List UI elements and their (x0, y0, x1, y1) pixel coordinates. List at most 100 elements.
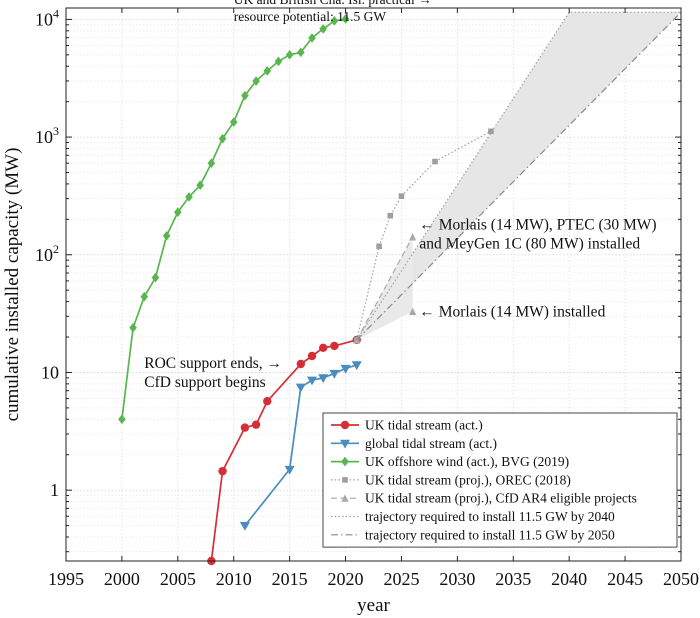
legend-label: UK tidal stream (act.) (365, 418, 483, 433)
data-point (240, 423, 250, 432)
data-point (318, 374, 329, 384)
data-point (239, 521, 250, 531)
data-point (351, 361, 362, 371)
legend-item: trajectory required to install 11.5 GW b… (331, 527, 615, 542)
data-point (307, 351, 317, 361)
x-tick-label: 1995 (48, 569, 84, 589)
y-tick-label: 1 (50, 480, 59, 500)
data-point (218, 133, 227, 144)
data-point (329, 369, 340, 379)
y-tick-label: 10 (41, 362, 59, 382)
legend-item: UK tidal stream (act.) (331, 418, 483, 433)
data-point (284, 465, 295, 475)
data-point (196, 180, 204, 191)
legend-marker (340, 439, 350, 449)
legend-box (322, 412, 678, 548)
data-point (387, 212, 394, 219)
data-point (263, 396, 272, 406)
annotation: UK and British Cha. Isl. practical →reso… (234, 0, 432, 24)
legend-item: trajectory required to install 11.5 GW b… (331, 509, 615, 524)
data-point (185, 192, 193, 202)
annotations: UK and British Cha. Isl. practical →reso… (144, 0, 656, 391)
data-point (340, 364, 351, 374)
data-point (129, 322, 137, 333)
data-point (376, 243, 382, 250)
data-point (330, 341, 339, 351)
annotation: ← Morlais (14 MW), PTEC (30 MW) and MeyGe… (419, 217, 656, 253)
legend-marker (341, 494, 349, 502)
x-tick-label: 2035 (495, 569, 531, 589)
data-point (162, 230, 171, 241)
x-tick-label: 2030 (439, 569, 475, 589)
series-1 (239, 361, 362, 531)
y-tick-label: 103 (35, 124, 59, 147)
x-tick-label: 2015 (272, 569, 308, 589)
plot-frame (65, 7, 682, 562)
legend-item: UK offshore wind (act.), BVG (2019) (331, 454, 569, 469)
series-5 (356, 11, 681, 341)
series-group (118, 11, 682, 566)
legend-marker (342, 477, 348, 483)
series-line (356, 11, 682, 341)
x-tick-label: 2050 (663, 569, 699, 589)
x-tick-label: 2025 (383, 569, 419, 589)
legend-label: UK tidal stream (proj.), CfD AR4 eligibl… (365, 491, 637, 506)
x-tick-label: 2005 (160, 569, 196, 589)
data-point (174, 207, 182, 218)
x-tick-label: 2045 (607, 569, 643, 589)
x-tick-label: 2020 (328, 569, 364, 589)
legend-item: global tidal stream (act.) (331, 436, 497, 451)
data-point (319, 24, 327, 34)
data-point (207, 158, 216, 168)
legend-label: UK tidal stream (proj.), OREC (2018) (365, 472, 571, 487)
series-6 (356, 11, 682, 341)
legend-label: UK offshore wind (act.), BVG (2019) (365, 454, 569, 469)
y-axis-title: cumulative installed capacity (MW) (2, 148, 23, 422)
data-point (432, 158, 438, 165)
legend-item: UK tidal stream (proj.), OREC (2018) (331, 472, 571, 487)
data-point (229, 117, 238, 127)
series-line (356, 11, 681, 341)
legend-item: UK tidal stream (proj.), CfD AR4 eligibl… (331, 491, 637, 506)
data-point (251, 420, 261, 429)
legend: UK tidal stream (act.) global tidal strea… (322, 412, 678, 548)
annotation: ← Morlais (14 MW) installed (419, 303, 605, 320)
data-point (297, 47, 305, 58)
x-tick-label: 2010 (216, 569, 252, 589)
data-point (151, 272, 160, 283)
data-point (252, 76, 260, 86)
data-point (218, 466, 227, 476)
series-2 (118, 14, 350, 425)
data-point (295, 383, 306, 393)
y-tick-label: 104 (35, 6, 59, 29)
axes: 1995 2000 2005 2010 2015 2020 2025 2030 2035 2040… (2, 6, 699, 616)
data-point (263, 66, 272, 76)
data-point (140, 291, 149, 302)
legend-label: global tidal stream (act.) (365, 436, 497, 451)
shaded-region (356, 12, 681, 340)
y-tick-label: 102 (35, 242, 59, 265)
legend-marker (341, 456, 349, 467)
series-line (210, 339, 357, 562)
data-point (118, 414, 126, 425)
annotation: ROC support ends, → CfD support begins (144, 355, 282, 391)
x-tick-label: 2000 (104, 569, 140, 589)
legend-label: trajectory required to install 11.5 GW b… (365, 527, 615, 542)
data-point (488, 128, 494, 135)
data-point (307, 376, 317, 386)
data-point (318, 343, 328, 353)
data-point (285, 50, 294, 60)
data-point (296, 359, 306, 369)
data-point (398, 193, 405, 199)
data-point (274, 56, 283, 67)
data-point (409, 233, 417, 241)
data-point (308, 33, 316, 43)
x-tick-label: 2040 (551, 569, 587, 589)
legend-label: trajectory required to install 11.5 GW b… (365, 509, 615, 524)
data-point (241, 90, 249, 101)
legend-marker (340, 420, 350, 430)
series-line (356, 236, 414, 341)
data-point (330, 16, 339, 26)
x-axis-title: year (357, 595, 390, 616)
